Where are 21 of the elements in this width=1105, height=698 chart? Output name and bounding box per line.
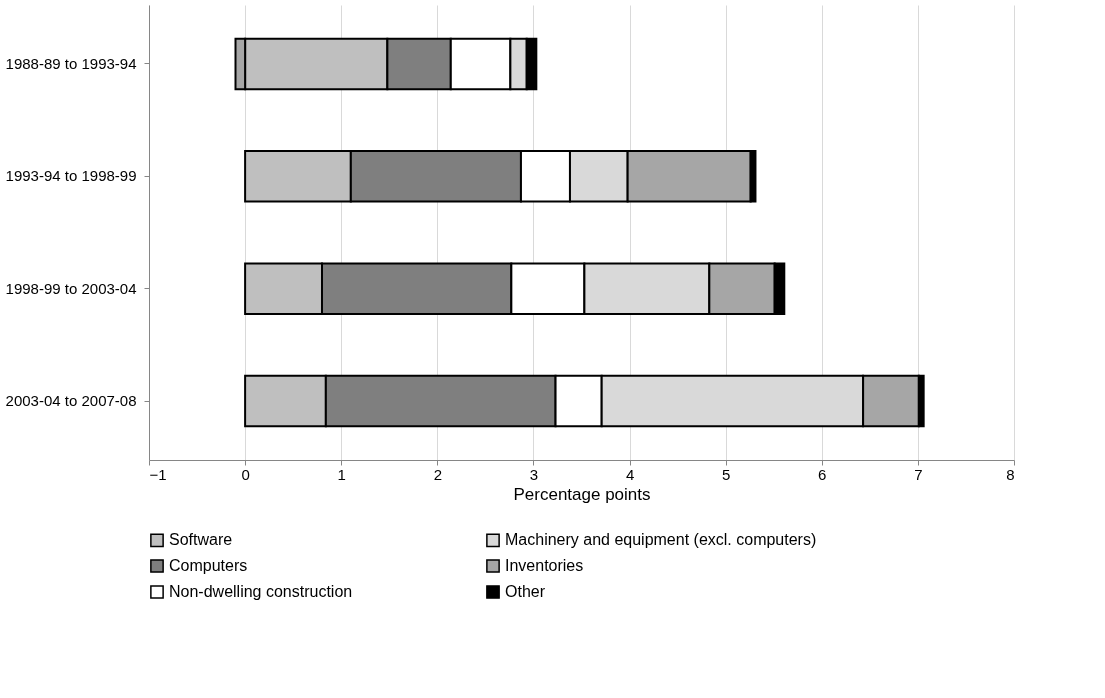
y-tick-label: 1998-99 to 2003-04 bbox=[5, 279, 137, 297]
legend-label: Other bbox=[505, 583, 546, 600]
y-tick-label: 2003-04 to 2007-08 bbox=[5, 392, 137, 410]
legend-label: Inventories bbox=[505, 557, 584, 574]
legend-label: Software bbox=[169, 531, 233, 549]
legend-label: Non-dwelling construction bbox=[169, 583, 353, 600]
x-tick-label: 3 bbox=[529, 465, 539, 483]
x-axis-title: Percentage points bbox=[513, 484, 651, 504]
x-tick-label: 2 bbox=[433, 465, 443, 483]
x-tick-label: 0 bbox=[241, 465, 250, 483]
x-tick-label: 5 bbox=[721, 465, 731, 483]
x-tick-label: 8 bbox=[1006, 465, 1015, 483]
y-tick-label: 1993-94 to 1998-99 bbox=[5, 167, 137, 185]
legend-label: Machinery and equipment (excl. computers) bbox=[505, 531, 817, 549]
x-tick-label: 6 bbox=[818, 465, 827, 483]
x-tick-label: 1 bbox=[337, 465, 346, 483]
x-tick-label: 4 bbox=[625, 465, 635, 483]
legend-label: Computers bbox=[169, 557, 248, 574]
y-tick-label: 1988-89 to 1993-94 bbox=[5, 54, 137, 72]
x-tick-label: 7 bbox=[914, 465, 923, 483]
x-tick-label: −1 bbox=[149, 465, 167, 483]
